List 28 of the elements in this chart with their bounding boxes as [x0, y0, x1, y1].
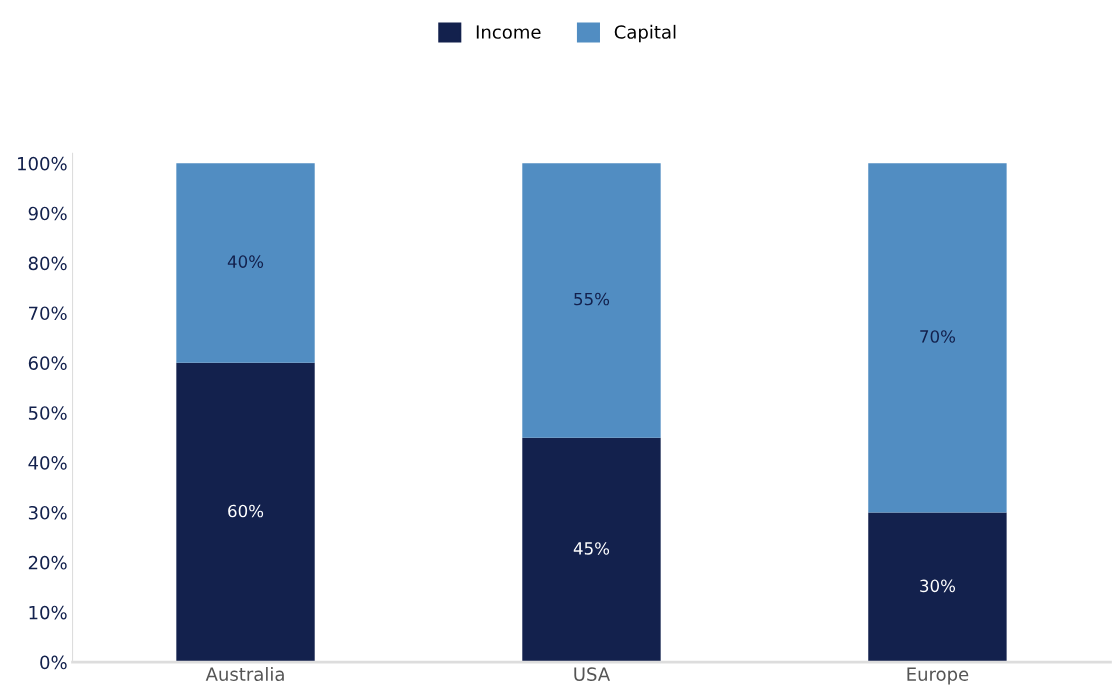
- bar: [868, 163, 1007, 513]
- y-tick-label: 80%: [28, 256, 67, 271]
- y-tick-label: 60%: [28, 356, 67, 370]
- data-label: 30%: [920, 579, 956, 593]
- bar: [176, 362, 315, 663]
- y-tick-label: 100%: [18, 156, 67, 171]
- y-tick-label: 20%: [28, 555, 67, 570]
- data-label: 70%: [920, 330, 956, 343]
- y-tick-label: 50%: [28, 406, 67, 420]
- x-tick-label: Australia: [205, 667, 284, 681]
- x-tick-label: Europe: [907, 667, 969, 685]
- legend-label: Income: [476, 25, 541, 39]
- data-label: 60%: [228, 504, 264, 518]
- bar: [868, 512, 1007, 663]
- bar: [176, 163, 315, 363]
- legend-label: Capital: [614, 24, 676, 43]
- data-label: 55%: [574, 292, 610, 306]
- data-label: 45%: [573, 542, 610, 555]
- y-tick-label: 30%: [28, 505, 67, 520]
- bar: [522, 163, 661, 438]
- y-tick-label: 0%: [40, 655, 67, 670]
- y-tick-label: 90%: [28, 206, 67, 221]
- x-tick-label: USA: [574, 667, 611, 681]
- data-label: 40%: [227, 255, 264, 268]
- bar: [522, 437, 661, 663]
- y-tick-label: 10%: [29, 605, 67, 620]
- y-tick-label: 70%: [29, 306, 67, 321]
- y-tick-label: 40%: [28, 456, 67, 470]
